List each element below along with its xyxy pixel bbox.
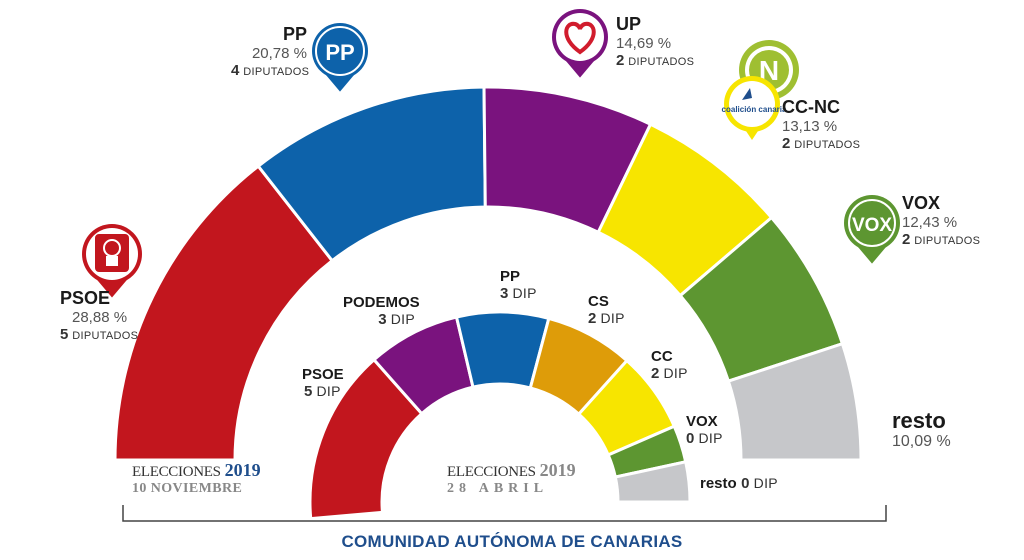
party-seats: 2 [588,310,597,328]
party-percent: 10,09 % [892,433,951,451]
party-name: CC-NC [782,97,840,117]
svg-text:VOX: VOX [852,215,892,236]
party-percent: 14,69 % [616,34,672,52]
up-heart-icon [552,9,608,78]
party-name: PSOE [60,288,111,308]
psoe-rose-icon [82,224,142,298]
vox-logo-icon: VOX [844,195,900,264]
seats-word: DIP [316,383,341,400]
segment-outer-resto [726,341,863,462]
label-inner-resto: resto 0 DIP [700,475,778,493]
party-name: PP [500,268,521,285]
party-seats: 5 [304,383,313,401]
label-outer-resto: resto 10,09 % [892,408,951,452]
party-seats: 4 [231,61,240,79]
svg-text:coalición canaria: coalición canaria [722,105,787,114]
label-outer-pp: PP 20,78 % 4 DIPUTADOS [231,24,310,79]
label-outer-vox: VOX 12,43 % 2 DIPUTADOS [902,193,980,248]
caption-outer: ELECCIONES 2019 10 NOVIEMBRE [132,460,261,497]
party-seats: 2 [651,365,660,383]
party-name: resto [892,408,946,433]
party-percent: 20,78 % [251,44,307,62]
seats-word: DIPUTADOS [914,234,981,247]
caption-date: 28 ABRIL [447,481,549,496]
footer-title: COMUNIDAD AUTÓNOMA DE CANARIAS [341,532,683,551]
label-outer-psoe: PSOE 28,88 % 5 DIPUTADOS [60,288,138,343]
party-seats: 2 [616,51,625,69]
party-name: VOX [902,193,941,213]
label-inner-vox: VOX 0 DIP [686,413,723,448]
label-inner-cs: CS 2 DIP [588,293,625,328]
party-name: CS [588,293,609,310]
seats-word: DIP [663,365,688,382]
party-name: PODEMOS [343,294,420,311]
caption-year: 2019 [539,460,576,480]
seats-word: DIP [512,285,537,302]
seats-word: DIPUTADOS [243,65,310,78]
party-percent: 13,13 % [782,117,838,135]
caption-prefix: ELECCIONES [447,464,536,480]
seats-word: DIP [390,311,415,328]
label-inner-cc: CC 2 DIP [651,348,688,383]
party-name: PP [282,24,307,44]
label-inner-psoe: PSOE 5 DIP [302,366,344,401]
svg-text:N: N [759,55,779,86]
party-seats: 3 [500,285,509,303]
seats-word: DIPUTADOS [628,55,695,68]
label-inner-podemos: PODEMOS 3 DIP [343,294,420,329]
party-name: PSOE [302,366,344,383]
seats-word: DIPUTADOS [72,329,139,342]
segment-inner-resto [613,460,692,504]
seats-word: DIPUTADOS [794,138,861,151]
party-percent: 12,43 % [902,213,958,231]
label-outer-ccnc: CC-NC 13,13 % 2 DIPUTADOS [782,97,860,152]
label-outer-up: UP 14,69 % 2 DIPUTADOS [616,14,694,69]
caption-prefix: ELECCIONES [132,464,221,480]
party-seats: 0 [686,430,695,448]
caption-year: 2019 [224,460,261,480]
party-name: resto [700,475,737,492]
seats-word: DIP [600,310,625,327]
party-seats: 5 [60,325,69,343]
seats-word: DIP [753,475,778,491]
label-inner-pp: PP 3 DIP [500,268,537,303]
pp-logo-icon: PP [312,23,368,92]
party-name: UP [616,14,642,34]
party-seats: 0 [741,475,750,492]
svg-text:PP: PP [325,40,354,65]
party-seats: 2 [902,230,911,248]
party-name: CC [651,348,673,365]
party-percent: 28,88 % [72,308,128,326]
party-seats: 3 [378,311,387,329]
bracket-line [122,505,887,522]
caption-inner: ELECCIONES 2019 28 ABRIL [447,460,576,497]
seats-word: DIP [698,430,723,447]
caption-date: 10 NOVIEMBRE [132,481,243,496]
party-seats: 2 [782,134,791,152]
party-name: VOX [686,413,718,430]
